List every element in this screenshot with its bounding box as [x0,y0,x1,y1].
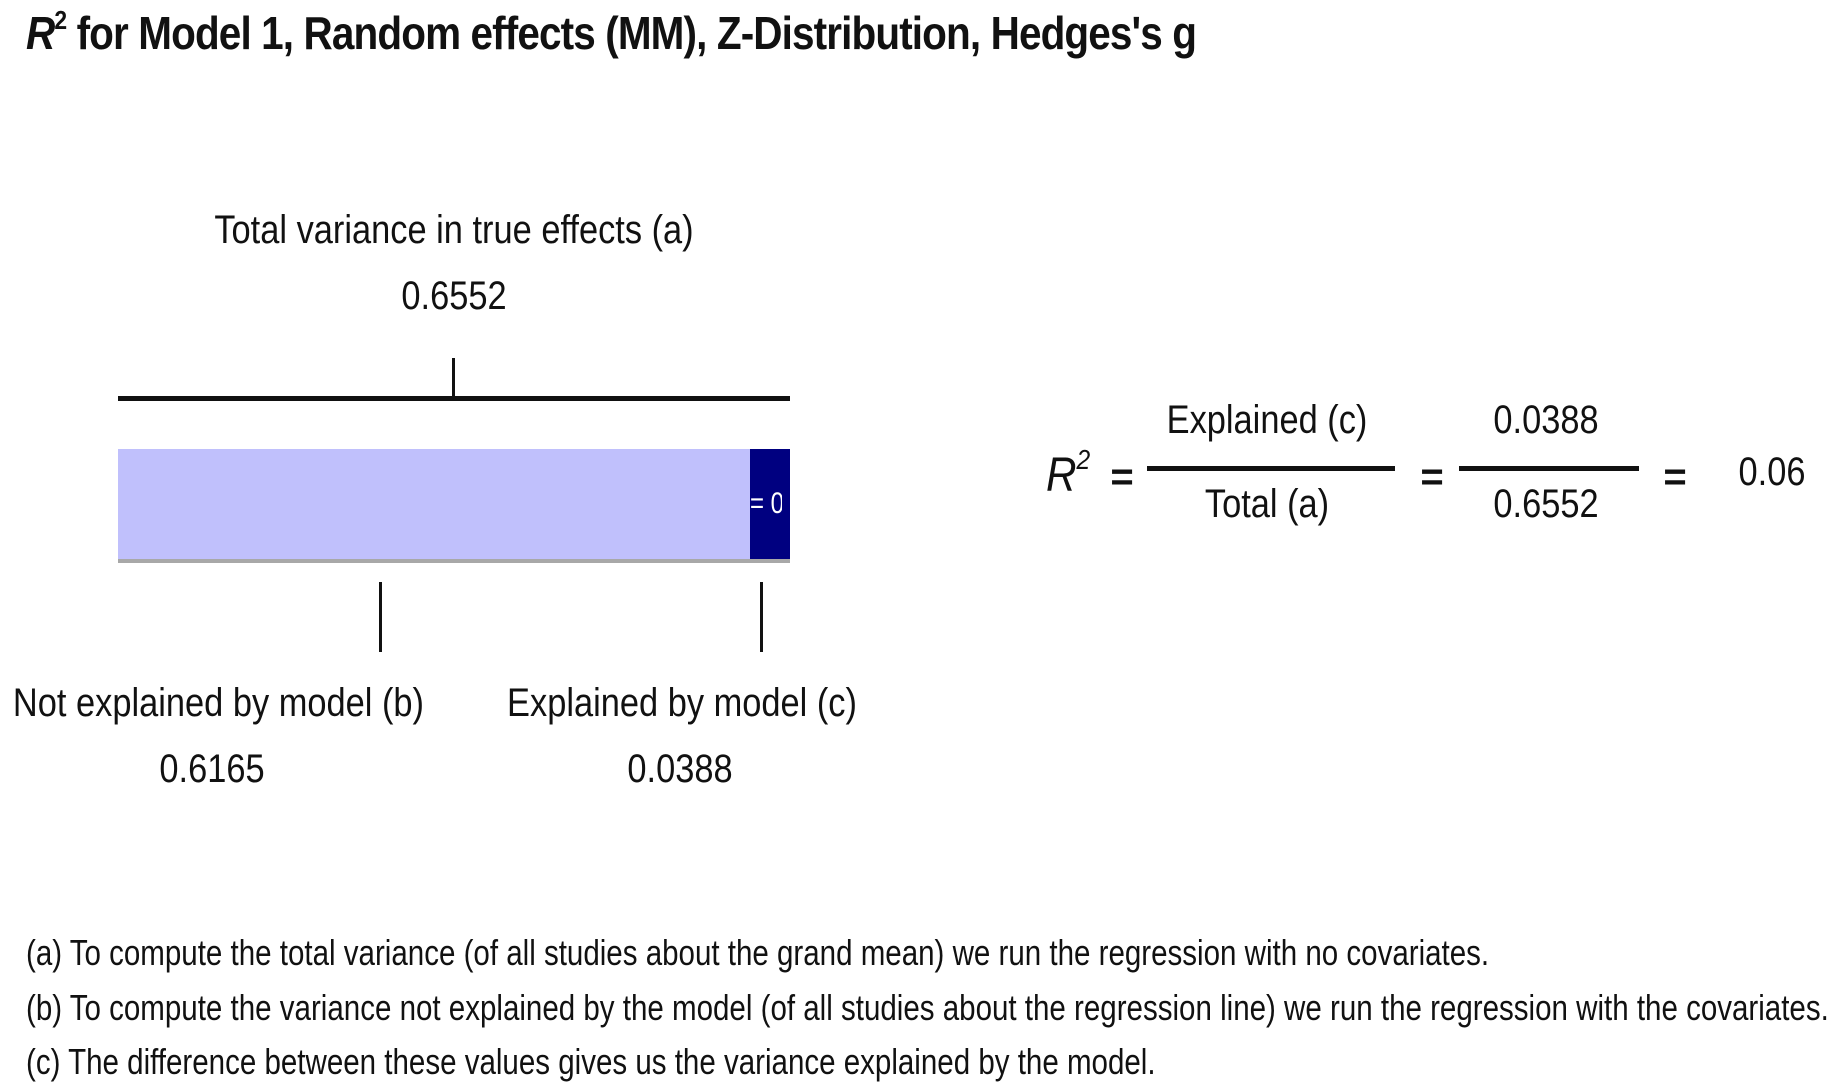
explained-tick [760,582,763,652]
note-b: (b) To compute the variance not explaine… [26,987,1829,1028]
total-variance-label: Total variance in true effects (a) [214,208,694,252]
explained-value: 0.0388 [627,747,733,791]
page-title: R2 for Model 1, Random effects (MM), Z-D… [26,5,1197,60]
title-text: for Model 1, Random effects (MM), Z-Dist… [66,7,1197,59]
total-bracket-line [118,396,790,401]
note-a: (a) To compute the total variance (of al… [26,932,1490,973]
formula-fraction-line-1 [1147,466,1395,471]
formula-fraction-line-2 [1459,466,1639,471]
variance-bar: = 0. [118,449,790,563]
formula-r2-symbol: R2 [1046,446,1090,503]
note-c: (c) The difference between these values … [26,1041,1156,1082]
formula-denominator-value: 0.6552 [1493,482,1599,526]
total-variance-value: 0.6552 [401,274,507,318]
formula-denominator-label: Total (a) [1204,482,1330,526]
formula-superscript: 2 [1076,444,1091,475]
formula-equals-3: = [1663,455,1687,499]
formula-r-symbol: R [1046,449,1077,502]
total-bracket-tick [452,358,455,398]
bar-segment-explained: = 0. [750,449,790,559]
title-superscript: 2 [54,5,67,35]
not-explained-value: 0.6165 [159,747,265,791]
formula-equals-1: = [1110,455,1134,499]
formula-result: 0.06 [1738,450,1806,494]
not-explained-tick [379,582,382,652]
formula-numerator-value: 0.0388 [1493,398,1599,442]
not-explained-label: Not explained by model (b) [12,681,425,725]
title-r-symbol: R [26,7,55,59]
bar-segment-explained-text: = 0. [750,487,782,520]
formula-numerator-label: Explained (c) [1166,398,1368,442]
explained-label: Explained by model (c) [507,681,857,725]
bar-segment-not-explained [118,449,750,559]
formula-equals-2: = [1420,455,1444,499]
